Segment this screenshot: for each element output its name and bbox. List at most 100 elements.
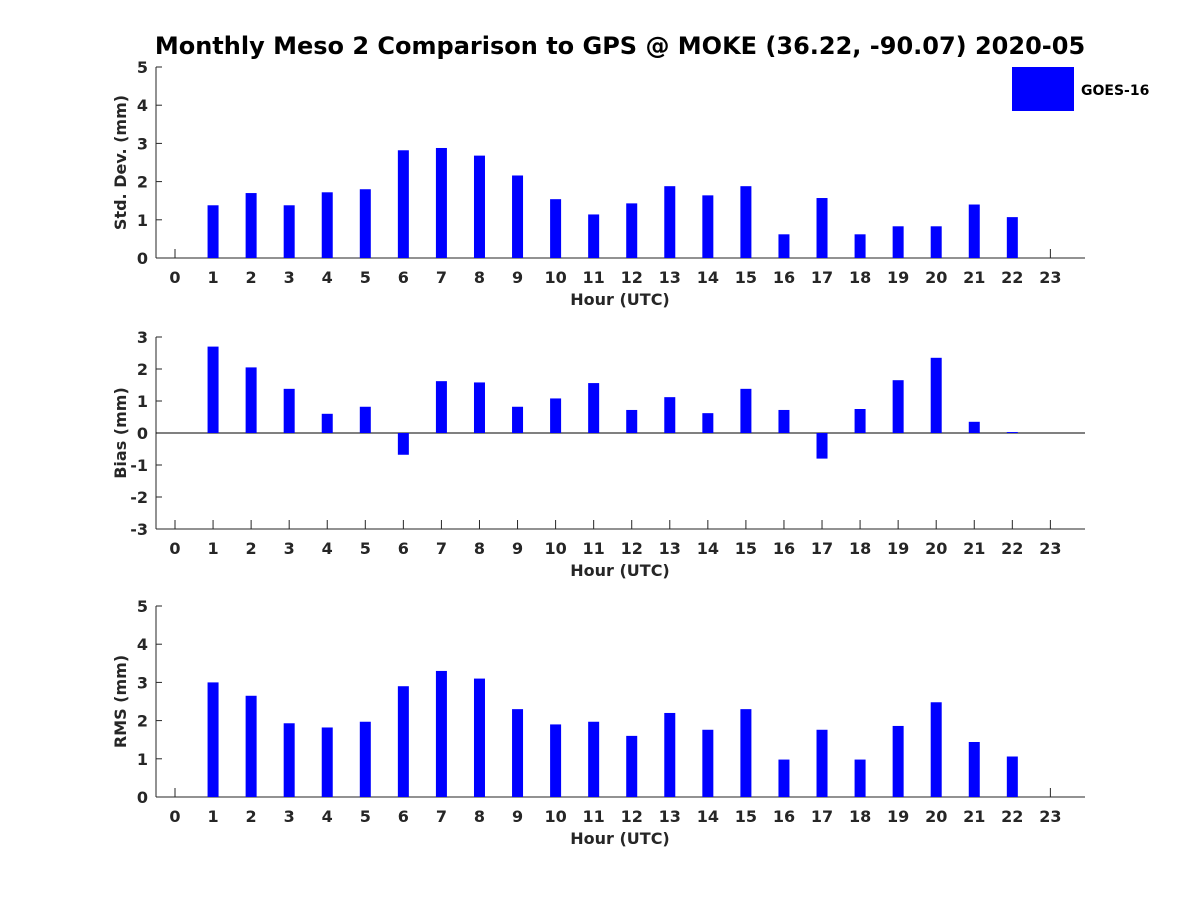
bias-y-tick-label: 3 [137,328,148,347]
bias-y-tick-label: 2 [137,360,148,379]
bias-bar-hour-9 [512,406,524,433]
bias-x-tick-label: 22 [1001,539,1023,558]
bias-y-tick-label: 0 [137,424,148,443]
std-dev-x-tick-label: 23 [1039,268,1061,287]
rms-bar-hour-14 [702,729,714,797]
rms-bar-hour-22 [1006,756,1018,797]
bias-x-axis-label: Hour (UTC) [570,561,670,580]
rms-y-tick-label: 1 [137,750,148,769]
std-dev-y-axis-label: Std. Dev. (mm) [111,95,130,230]
bias-bar-hour-10 [550,398,562,433]
std-dev-bar-hour-9 [512,175,524,258]
std-dev-bar-hour-21 [968,204,980,258]
bias-x-tick-label: 7 [436,539,447,558]
rms-y-axis-label: RMS (mm) [111,655,130,748]
std-dev-bar-hour-17 [816,198,828,258]
rms-bar-hour-17 [816,729,828,797]
rms-x-tick-label: 23 [1039,807,1061,826]
std-dev-x-tick-label: 5 [360,268,371,287]
bias-bar-hour-13 [664,397,676,433]
legend: GOES-16 [1012,67,1149,111]
std-dev-y-tick-label: 3 [137,134,148,153]
bias-bar-hour-15 [740,388,752,433]
bias-x-tick-label: 16 [773,539,795,558]
bias-y-tick-label: -1 [130,456,148,475]
bias-x-tick-label: 3 [284,539,295,558]
std-dev-x-tick-label: 21 [963,268,985,287]
bias-x-tick-label: 15 [735,539,757,558]
chart-title: Monthly Meso 2 Comparison to GPS @ MOKE … [155,32,1085,60]
bias-x-tick-label: 23 [1039,539,1061,558]
std-dev-bar-hour-3 [283,205,295,258]
rms-bar-hour-19 [892,725,904,797]
std-dev-x-tick-label: 9 [512,268,523,287]
std-dev-x-tick-label: 22 [1001,268,1023,287]
rms-bar-hour-6 [397,686,409,797]
rms-x-tick-label: 8 [474,807,485,826]
rms-bar-hour-2 [245,695,257,797]
rms-x-tick-label: 4 [322,807,333,826]
std-dev-x-tick-label: 0 [169,268,180,287]
rms-bar-hour-5 [359,721,371,797]
bias-x-tick-label: 6 [398,539,409,558]
bias-x-tick-label: 12 [621,539,643,558]
rms-x-tick-label: 13 [659,807,681,826]
rms-bar-hour-3 [283,723,295,797]
std-dev-x-tick-label: 11 [583,268,605,287]
std-dev-x-tick-label: 1 [207,268,218,287]
std-dev-x-tick-label: 17 [811,268,833,287]
std-dev-y-tick-label: 0 [137,249,148,268]
rms-y-tick-label: 4 [137,635,148,654]
std-dev-bar-hour-1 [207,205,219,258]
std-dev-bar-hour-5 [359,189,371,258]
bias-bar-hour-3 [283,388,295,433]
rms-x-tick-label: 17 [811,807,833,826]
std-dev-bar-hour-12 [626,203,638,258]
rms-x-tick-label: 3 [284,807,295,826]
bias-bar-hour-4 [321,413,333,433]
bias-bar-hour-21 [968,421,980,433]
std-dev-bar-hour-16 [778,234,790,258]
rms-bar-hour-16 [778,759,790,797]
std-dev-x-tick-label: 16 [773,268,795,287]
bias-bar-hour-19 [892,380,904,433]
bias-x-tick-label: 5 [360,539,371,558]
rms-y-tick-label: 2 [137,712,148,731]
std-dev-x-tick-label: 3 [284,268,295,287]
std-dev-x-tick-label: 18 [849,268,871,287]
rms-bar-hour-21 [968,741,980,797]
bias-bar-hour-17 [816,433,828,459]
rms-y-tick-label: 5 [137,597,148,616]
bias-bar-hour-14 [702,413,714,433]
std-dev-x-tick-label: 2 [246,268,257,287]
rms-x-axis-label: Hour (UTC) [570,829,670,848]
bias-x-tick-label: 17 [811,539,833,558]
bias-x-tick-label: 11 [583,539,605,558]
std-dev-bar-hour-10 [550,199,562,258]
std-dev-bar-hour-11 [588,214,600,258]
bias-bar-hour-2 [245,367,257,433]
std-dev-x-tick-label: 15 [735,268,757,287]
rms-bar-hour-7 [435,670,447,797]
std-dev-x-tick-label: 12 [621,268,643,287]
bias-bar-hour-5 [359,406,371,433]
bias-x-tick-label: 14 [697,539,719,558]
bias-x-tick-label: 21 [963,539,985,558]
bias-y-tick-label: 1 [137,392,148,411]
std-dev-bar-hour-8 [473,155,485,258]
bias-x-tick-label: 2 [246,539,257,558]
std-dev-x-tick-label: 4 [322,268,333,287]
rms-x-tick-label: 20 [925,807,947,826]
rms-bar-hour-12 [626,735,638,797]
rms-bar-hour-11 [588,721,600,797]
std-dev-bar-hour-7 [435,147,447,258]
rms-bar-hour-9 [512,709,524,797]
bias-x-tick-label: 1 [207,539,218,558]
bias-x-tick-label: 10 [544,539,566,558]
std-dev-x-tick-label: 20 [925,268,947,287]
bias-bar-hour-8 [473,382,485,433]
std-dev-bar-hour-15 [740,186,752,258]
